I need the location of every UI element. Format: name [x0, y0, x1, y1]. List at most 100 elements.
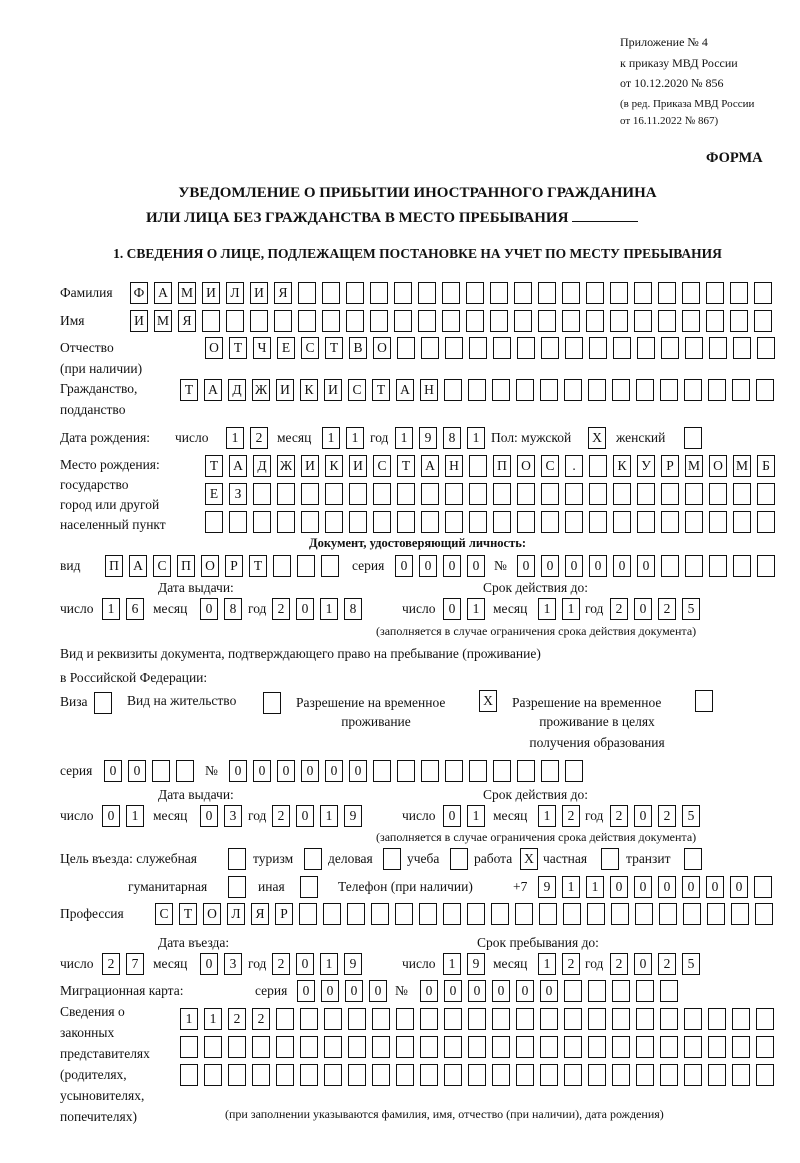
- cell[interactable]: [516, 1036, 534, 1058]
- cell[interactable]: 0: [296, 953, 314, 975]
- cell[interactable]: 0: [349, 760, 367, 782]
- cell[interactable]: [684, 1036, 702, 1058]
- cell[interactable]: 7: [126, 953, 144, 975]
- cell[interactable]: 1: [467, 427, 485, 449]
- cell[interactable]: [541, 511, 559, 533]
- cell[interactable]: Д: [253, 455, 271, 477]
- cell[interactable]: 0: [589, 555, 607, 577]
- cell[interactable]: [757, 337, 775, 359]
- cell[interactable]: [297, 555, 315, 577]
- representatives-cells-3[interactable]: [180, 1064, 774, 1086]
- cell[interactable]: 0: [492, 980, 510, 1002]
- cell[interactable]: [586, 282, 604, 304]
- cell[interactable]: [637, 483, 655, 505]
- cell[interactable]: [732, 379, 750, 401]
- cell[interactable]: [514, 310, 532, 332]
- cell[interactable]: [396, 1036, 414, 1058]
- cell[interactable]: 1: [538, 805, 556, 827]
- cell[interactable]: [468, 379, 486, 401]
- cell[interactable]: [421, 511, 439, 533]
- cell[interactable]: [589, 483, 607, 505]
- cell[interactable]: .: [565, 455, 583, 477]
- cell[interactable]: 0: [325, 760, 343, 782]
- cell[interactable]: [660, 1008, 678, 1030]
- cell[interactable]: [589, 337, 607, 359]
- cell[interactable]: [562, 282, 580, 304]
- cell[interactable]: [202, 310, 220, 332]
- cell[interactable]: [637, 511, 655, 533]
- cell[interactable]: [253, 511, 271, 533]
- cell[interactable]: [394, 310, 412, 332]
- cell[interactable]: 0: [706, 876, 724, 898]
- cell[interactable]: Р: [661, 455, 679, 477]
- purpose-study-checkbox[interactable]: [450, 848, 468, 870]
- cell[interactable]: Ж: [252, 379, 270, 401]
- cell[interactable]: [588, 1064, 606, 1086]
- cell[interactable]: 0: [634, 598, 652, 620]
- cell[interactable]: 2: [658, 805, 676, 827]
- cell[interactable]: [228, 1064, 246, 1086]
- cell[interactable]: [372, 1064, 390, 1086]
- cell[interactable]: [444, 1064, 462, 1086]
- cell[interactable]: З: [229, 483, 247, 505]
- cell[interactable]: [588, 980, 606, 1002]
- cell[interactable]: [684, 1008, 702, 1030]
- cell[interactable]: [397, 511, 415, 533]
- cell[interactable]: [612, 980, 630, 1002]
- cell[interactable]: [469, 760, 487, 782]
- cell[interactable]: [445, 483, 463, 505]
- cell[interactable]: [540, 1064, 558, 1086]
- cell[interactable]: [635, 903, 653, 925]
- cell[interactable]: 1: [320, 953, 338, 975]
- cell[interactable]: [731, 903, 749, 925]
- cell[interactable]: [300, 1008, 318, 1030]
- cell[interactable]: 8: [443, 427, 461, 449]
- cell[interactable]: [445, 760, 463, 782]
- cell[interactable]: Р: [275, 903, 293, 925]
- cell[interactable]: [348, 1064, 366, 1086]
- cell[interactable]: 1: [467, 598, 485, 620]
- sex-female-checkbox[interactable]: [684, 427, 702, 449]
- cell[interactable]: [661, 337, 679, 359]
- cell[interactable]: Н: [445, 455, 463, 477]
- cell[interactable]: [491, 903, 509, 925]
- cell[interactable]: Т: [205, 455, 223, 477]
- cell[interactable]: [516, 1064, 534, 1086]
- cell[interactable]: [421, 760, 439, 782]
- cell[interactable]: 0: [277, 760, 295, 782]
- cell[interactable]: [445, 511, 463, 533]
- cell[interactable]: [176, 760, 194, 782]
- cell[interactable]: [684, 1064, 702, 1086]
- cell[interactable]: [347, 903, 365, 925]
- cell[interactable]: Т: [180, 379, 198, 401]
- cell[interactable]: Б: [757, 455, 775, 477]
- cell[interactable]: [637, 337, 655, 359]
- cell[interactable]: 2: [658, 598, 676, 620]
- cell[interactable]: [565, 337, 583, 359]
- cell[interactable]: 1: [538, 953, 556, 975]
- cell[interactable]: [371, 903, 389, 925]
- purpose-transit-checkbox[interactable]: [684, 848, 702, 870]
- place-blank[interactable]: [572, 207, 639, 222]
- cell[interactable]: 2: [102, 953, 120, 975]
- cell[interactable]: [636, 1008, 654, 1030]
- cell[interactable]: Е: [205, 483, 223, 505]
- cell[interactable]: [562, 310, 580, 332]
- purpose-tourism-checkbox[interactable]: [304, 848, 322, 870]
- cell[interactable]: 0: [301, 760, 319, 782]
- cell[interactable]: 0: [443, 555, 461, 577]
- cell[interactable]: Я: [274, 282, 292, 304]
- cell[interactable]: [658, 310, 676, 332]
- cell[interactable]: Т: [249, 555, 267, 577]
- cell[interactable]: 5: [682, 805, 700, 827]
- cell[interactable]: 2: [228, 1008, 246, 1030]
- cell[interactable]: [709, 483, 727, 505]
- cell[interactable]: [733, 483, 751, 505]
